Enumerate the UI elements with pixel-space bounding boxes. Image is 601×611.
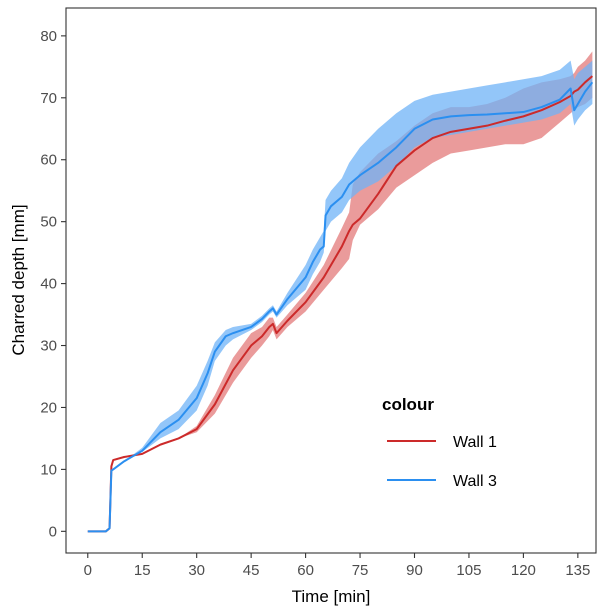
x-tick-label: 60 bbox=[297, 562, 314, 579]
y-axis: 0 10 20 30 40 50 60 70 80 bbox=[40, 28, 66, 540]
legend-items: Wall 1 Wall 3 bbox=[387, 434, 497, 490]
band-1 bbox=[87, 51, 593, 532]
x-tick-label: 90 bbox=[406, 562, 423, 579]
y-tick-label: 30 bbox=[40, 338, 57, 355]
legend-label-1: Wall 1 bbox=[453, 434, 497, 451]
x-axis: 0 15 30 45 60 75 90 105 120 135 bbox=[84, 553, 590, 579]
x-tick-label: 120 bbox=[511, 562, 536, 579]
series-lines bbox=[87, 75, 594, 533]
x-tick-label: 45 bbox=[243, 562, 260, 579]
x-tick-label: 0 bbox=[84, 562, 92, 579]
legend-title: colour bbox=[382, 395, 434, 414]
x-tick-label: 15 bbox=[134, 562, 151, 579]
x-tick-label: 75 bbox=[352, 562, 369, 579]
plot-panel-border bbox=[65, 7, 597, 554]
y-tick-label: 60 bbox=[40, 152, 57, 169]
y-tick-label: 40 bbox=[40, 276, 57, 293]
x-axis-title: Time [min] bbox=[292, 587, 371, 606]
series-line-1 bbox=[87, 75, 594, 533]
x-tick-label: 30 bbox=[188, 562, 205, 579]
y-tick-label: 10 bbox=[40, 461, 57, 478]
series-line-2 bbox=[87, 81, 594, 533]
y-tick-label: 80 bbox=[40, 28, 57, 45]
y-tick-label: 20 bbox=[40, 399, 57, 416]
x-tick-label: 105 bbox=[456, 562, 481, 579]
legend: colour Wall 1 Wall 3 bbox=[382, 395, 497, 490]
y-axis-title: Charred depth [mm] bbox=[9, 204, 28, 355]
legend-label-2: Wall 3 bbox=[453, 473, 497, 490]
y-tick-label: 70 bbox=[40, 90, 57, 107]
x-tick-label: 135 bbox=[565, 562, 590, 579]
y-tick-label: 50 bbox=[40, 214, 57, 231]
y-tick-label: 0 bbox=[49, 523, 57, 540]
